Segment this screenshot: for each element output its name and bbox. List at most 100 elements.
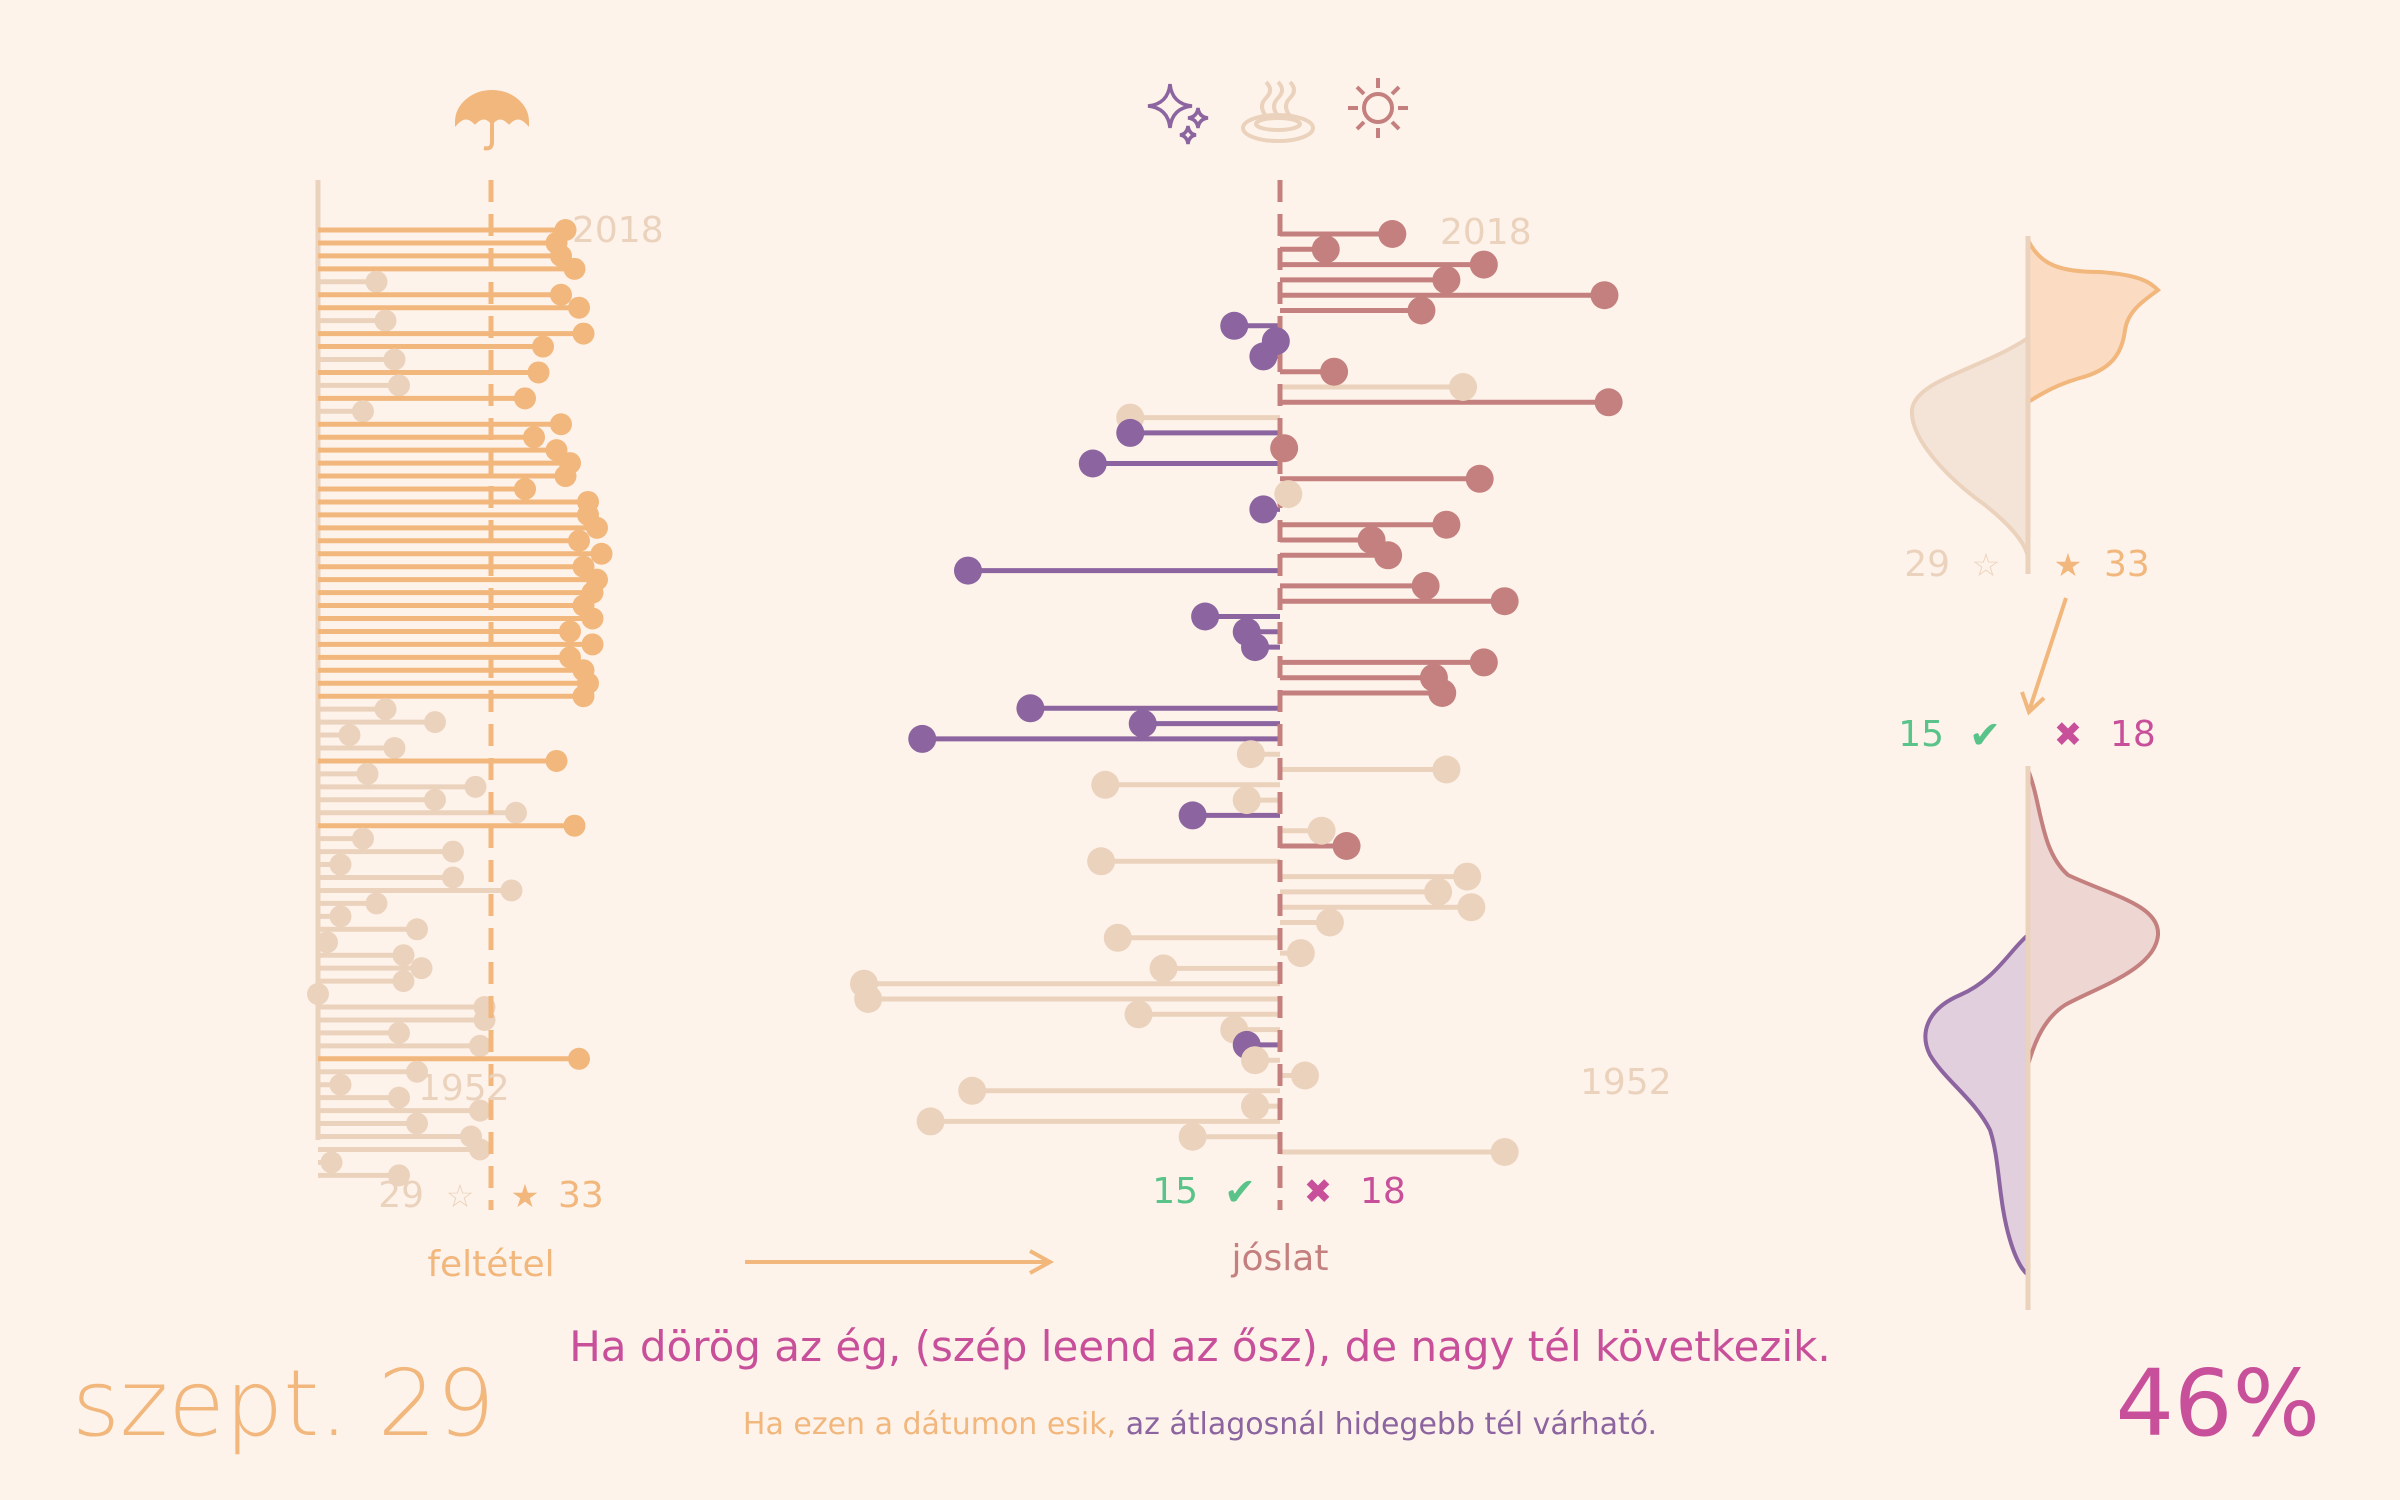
condition-dot	[523, 426, 545, 449]
prediction-dot	[1178, 801, 1207, 830]
condition-dot	[505, 801, 527, 824]
condition-dot	[514, 387, 536, 410]
condition-dot	[383, 348, 406, 371]
condition-dot	[374, 309, 397, 332]
hot-spring-icon	[1241, 80, 1315, 143]
sun-icon	[1348, 78, 1408, 138]
prediction-dot	[1016, 694, 1045, 723]
condition-dot	[469, 1099, 491, 1122]
condition-dot	[392, 944, 415, 967]
condition-dot	[352, 400, 374, 423]
prediction-dot	[1490, 587, 1519, 616]
prediction-dot	[1178, 1122, 1207, 1151]
prediction-dot	[1378, 220, 1407, 248]
condition-year-bottom: 1952	[418, 1068, 510, 1109]
sparkles-icon	[1147, 83, 1209, 145]
condition-year-top: 2018	[572, 210, 664, 251]
condition-dot	[442, 866, 464, 889]
prediction-dot	[1315, 908, 1344, 937]
condition-dot	[320, 1151, 343, 1174]
condition-star-outline: ☆	[446, 1177, 475, 1215]
prediction-dot	[958, 1076, 987, 1105]
prediction-dot	[1241, 633, 1270, 662]
prediction-dot	[1241, 1092, 1270, 1121]
accuracy-percent: 46%	[2115, 1350, 2320, 1457]
prediction-dot	[1286, 939, 1315, 968]
condition-dot	[365, 270, 388, 293]
prediction-dot	[1124, 1000, 1153, 1029]
prediction-dot	[1428, 679, 1457, 707]
prediction-dot	[1457, 893, 1486, 922]
dist-star-filled: ★	[2054, 546, 2083, 584]
prediction-dot	[1249, 342, 1278, 371]
prediction-dot	[1490, 1138, 1519, 1166]
prediction-dot	[1128, 709, 1157, 738]
condition-dot	[563, 257, 586, 280]
condition-dot	[352, 827, 374, 850]
condition-dot	[406, 1112, 428, 1135]
condition-dot	[581, 607, 604, 630]
check-icon: ✔	[1224, 1170, 1256, 1214]
condition-dot	[329, 853, 352, 876]
prediction-dot	[1465, 464, 1494, 493]
condition-no-density	[1909, 334, 2030, 561]
prediction-dot	[854, 985, 883, 1013]
prediction-dot	[1270, 434, 1299, 463]
prediction-dot	[1411, 571, 1440, 600]
date-label: szept. 29	[72, 1350, 495, 1457]
prediction-axis-label: jóslat	[1231, 1238, 1329, 1279]
condition-count-no: 29	[378, 1175, 424, 1216]
condition-dot	[527, 361, 550, 384]
condition-dot	[514, 478, 536, 500]
prediction-dot	[1594, 388, 1623, 417]
condition-dot	[356, 762, 379, 785]
prediction-correct-density	[1923, 930, 2030, 1280]
prediction-dot	[1424, 877, 1453, 906]
condition-dot	[329, 905, 352, 928]
condition-dot	[383, 737, 406, 759]
condition-dot	[550, 283, 572, 306]
prediction-dot	[1236, 740, 1265, 769]
prediction-year-bottom: 1952	[1580, 1062, 1672, 1103]
prediction-dot	[908, 724, 937, 753]
prediction-dot	[1087, 847, 1116, 876]
condition-dot	[365, 892, 388, 915]
dist-cross-icon: ✖	[2054, 715, 2083, 755]
condition-dot	[563, 814, 586, 837]
condition-axis-label: feltétel	[427, 1244, 554, 1285]
prediction-dot	[1078, 449, 1107, 478]
prediction-dot	[1407, 296, 1436, 325]
prediction-dot	[1469, 648, 1498, 677]
condition-count-yes: 33	[558, 1175, 604, 1216]
prediction-dot	[1332, 832, 1361, 860]
condition-dot	[545, 749, 568, 772]
condition-dot	[406, 1060, 428, 1083]
prediction-dot	[1374, 541, 1403, 570]
flow-arrow	[745, 1249, 1055, 1275]
condition-dot	[568, 1047, 590, 1070]
condition-dot	[410, 957, 433, 980]
condition-dot	[307, 983, 329, 1006]
condition-dot	[532, 335, 554, 358]
umbrella-icon	[454, 90, 530, 151]
prediction-dot	[1191, 602, 1220, 631]
cross-icon: ✖	[1304, 1172, 1333, 1212]
prediction-dot	[1232, 786, 1261, 815]
dist-check-icon: ✔	[1969, 713, 2001, 757]
prediction-dot	[1453, 862, 1482, 891]
condition-dot	[572, 685, 595, 708]
prediction-dot	[1432, 510, 1461, 539]
condition-dot	[568, 529, 590, 552]
prediction-dot	[1307, 816, 1336, 845]
condition-dot	[572, 322, 595, 345]
weather-saying: Ha dörög az ég, (szép leend az ősz), de …	[569, 1322, 1831, 1371]
prediction-year-top: 2018	[1440, 212, 1532, 253]
prediction-dot	[1091, 770, 1120, 799]
prediction-count-correct: 15	[1152, 1171, 1198, 1212]
dist-star-outline: ☆	[1972, 546, 2001, 584]
dist-link-arrow	[2020, 597, 2068, 716]
condition-dot	[388, 1164, 410, 1187]
prediction-dot	[954, 556, 982, 585]
condition-yes-density	[2026, 239, 2162, 406]
